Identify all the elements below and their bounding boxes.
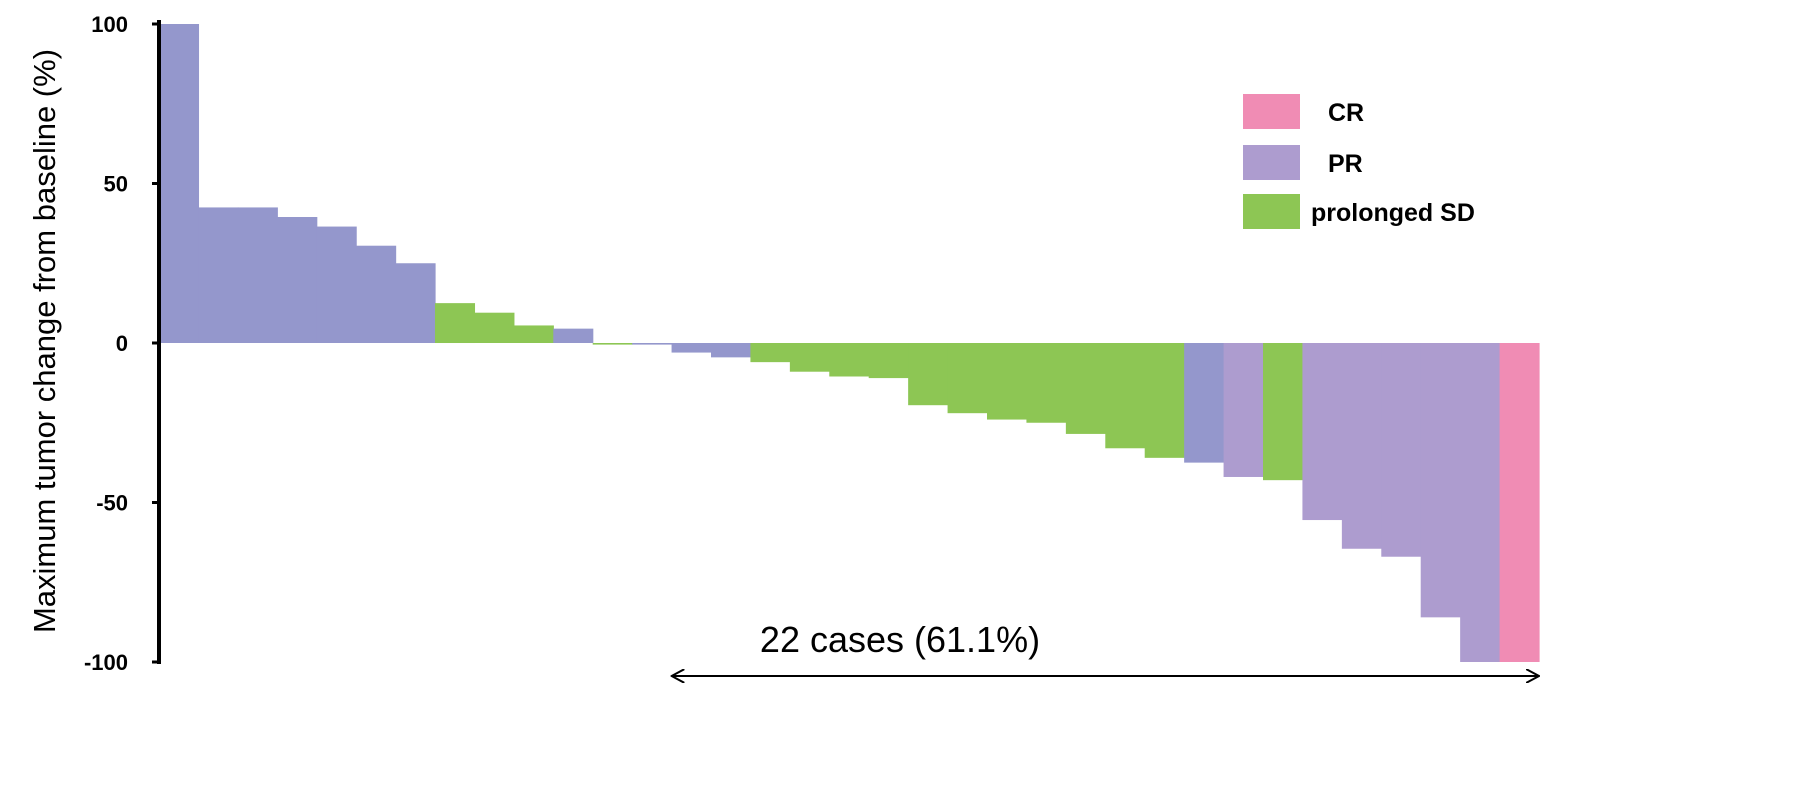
bar	[1302, 343, 1343, 521]
bar	[1341, 343, 1382, 549]
legend-label-prolonged-sd: prolonged SD	[1311, 199, 1475, 227]
y-axis-ticks: 100 50 0 -50 -100	[84, 12, 159, 675]
bar	[1026, 343, 1067, 423]
y-tick-label: 100	[91, 12, 128, 37]
bar	[1499, 343, 1540, 662]
bar	[316, 226, 357, 343]
y-tick-label: 0	[116, 331, 128, 356]
bar	[513, 325, 554, 343]
legend-swatch-cr	[1243, 94, 1300, 129]
bar	[553, 328, 594, 343]
bars	[159, 24, 1540, 662]
bar	[1065, 343, 1106, 434]
annotation-text: 22 cases (61.1%)	[760, 619, 1040, 660]
legend-swatch-prolonged-sd	[1243, 194, 1300, 229]
y-tick-label: -100	[84, 650, 128, 675]
bar	[908, 343, 949, 406]
bar	[1223, 343, 1264, 477]
bar	[987, 343, 1028, 420]
bar	[671, 343, 712, 353]
bar	[750, 343, 791, 363]
legend-swatch-pr	[1243, 145, 1300, 180]
y-axis-label: Maximum tumor change from baseline (%)	[27, 49, 62, 633]
legend: CR PR prolonged SD	[1243, 94, 1475, 229]
bar	[829, 343, 870, 377]
bar	[395, 263, 436, 343]
bar	[1184, 343, 1225, 463]
bar	[1144, 343, 1185, 458]
bar	[947, 343, 988, 414]
bar	[789, 343, 830, 372]
bar	[277, 217, 318, 343]
bar	[1381, 343, 1422, 557]
bar	[711, 343, 752, 358]
bar	[1420, 343, 1461, 618]
bar	[159, 24, 200, 343]
y-tick-label: -50	[96, 491, 128, 516]
legend-label-cr: CR	[1328, 99, 1364, 127]
bar	[198, 207, 239, 343]
bar	[632, 343, 673, 345]
bar	[868, 343, 909, 379]
responders-annotation: 22 cases (61.1%)	[672, 619, 1539, 676]
bar	[474, 312, 515, 343]
bar	[1460, 343, 1501, 662]
bar	[1263, 343, 1304, 481]
legend-label-pr: PR	[1328, 150, 1363, 178]
bar	[435, 303, 476, 344]
bar	[592, 343, 633, 345]
bar	[237, 207, 278, 343]
y-tick-label: 50	[104, 172, 128, 197]
bar	[1105, 343, 1146, 449]
bar	[356, 245, 397, 343]
